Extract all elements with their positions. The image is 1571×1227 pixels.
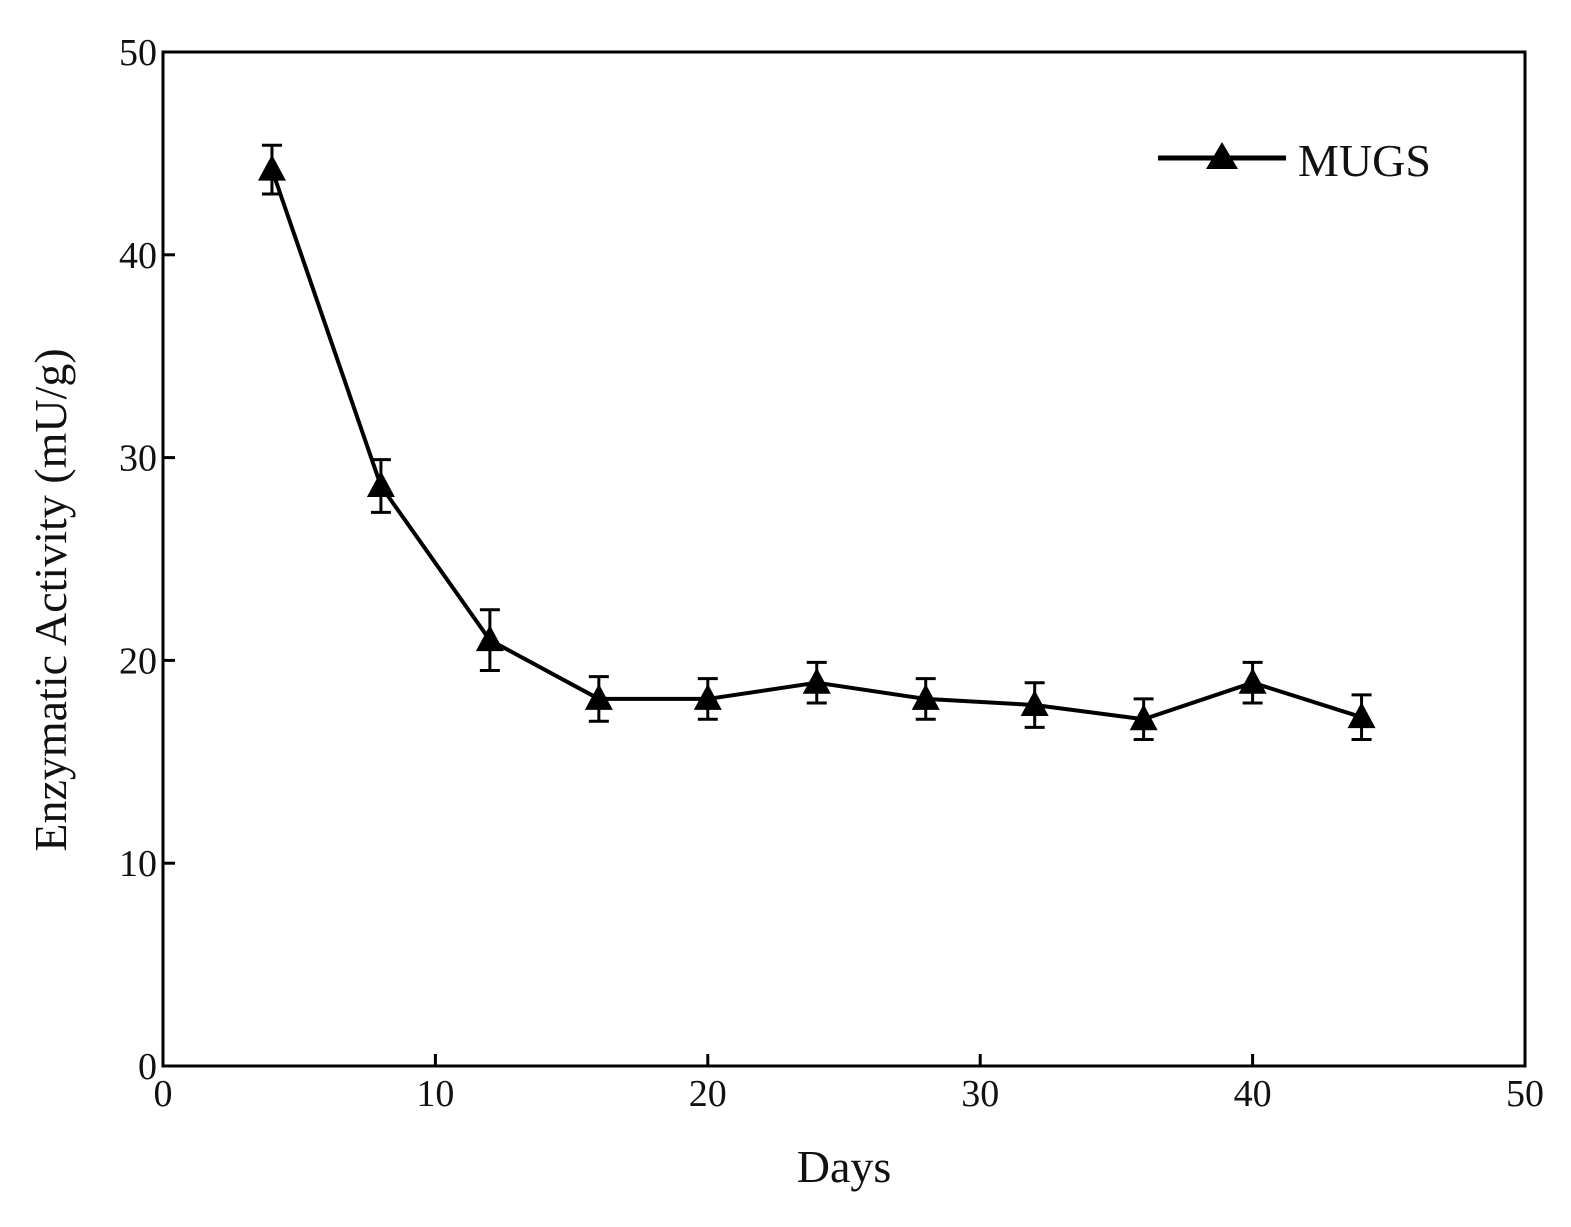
y-tick-label: 20 [119,640,157,682]
x-axis-ticks: 0 10 20 30 40 50 [154,1054,1544,1115]
plot-area-frame [161,50,1527,1068]
x-axis-title: Days [797,1141,892,1192]
series-mugs [257,143,1376,741]
x-tick-label: 0 [154,1073,173,1115]
data-point-triangle [693,683,722,710]
legend: MUGS [1158,135,1431,186]
y-axis-ticks: 0 10 20 30 40 50 [119,32,175,1088]
legend-label-mugs: MUGS [1298,135,1431,186]
data-point-triangle [802,667,831,694]
data-point-triangle [366,470,395,497]
x-tick-label: 30 [961,1073,999,1115]
x-tick-label: 40 [1234,1073,1272,1115]
data-point-triangle [1129,704,1158,731]
x-tick-label: 10 [416,1073,454,1115]
data-point-triangle [1020,690,1049,717]
data-point-triangle [911,683,940,710]
x-tick-label: 50 [1506,1073,1544,1115]
y-tick-label: 30 [119,438,157,480]
data-point-triangle [584,683,613,710]
data-point-triangle [1347,702,1376,729]
x-tick-label: 20 [689,1073,727,1115]
y-tick-label: 50 [119,32,157,74]
y-tick-label: 40 [119,235,157,277]
data-point-triangle [1238,667,1267,694]
y-tick-label: 0 [138,1046,157,1088]
data-point-triangle [257,154,286,181]
y-tick-label: 10 [119,843,157,885]
legend-triangle-marker [1206,142,1238,169]
y-axis-title: Enzymatic Activity (mU/g) [25,348,76,851]
data-point-triangle [475,625,504,652]
